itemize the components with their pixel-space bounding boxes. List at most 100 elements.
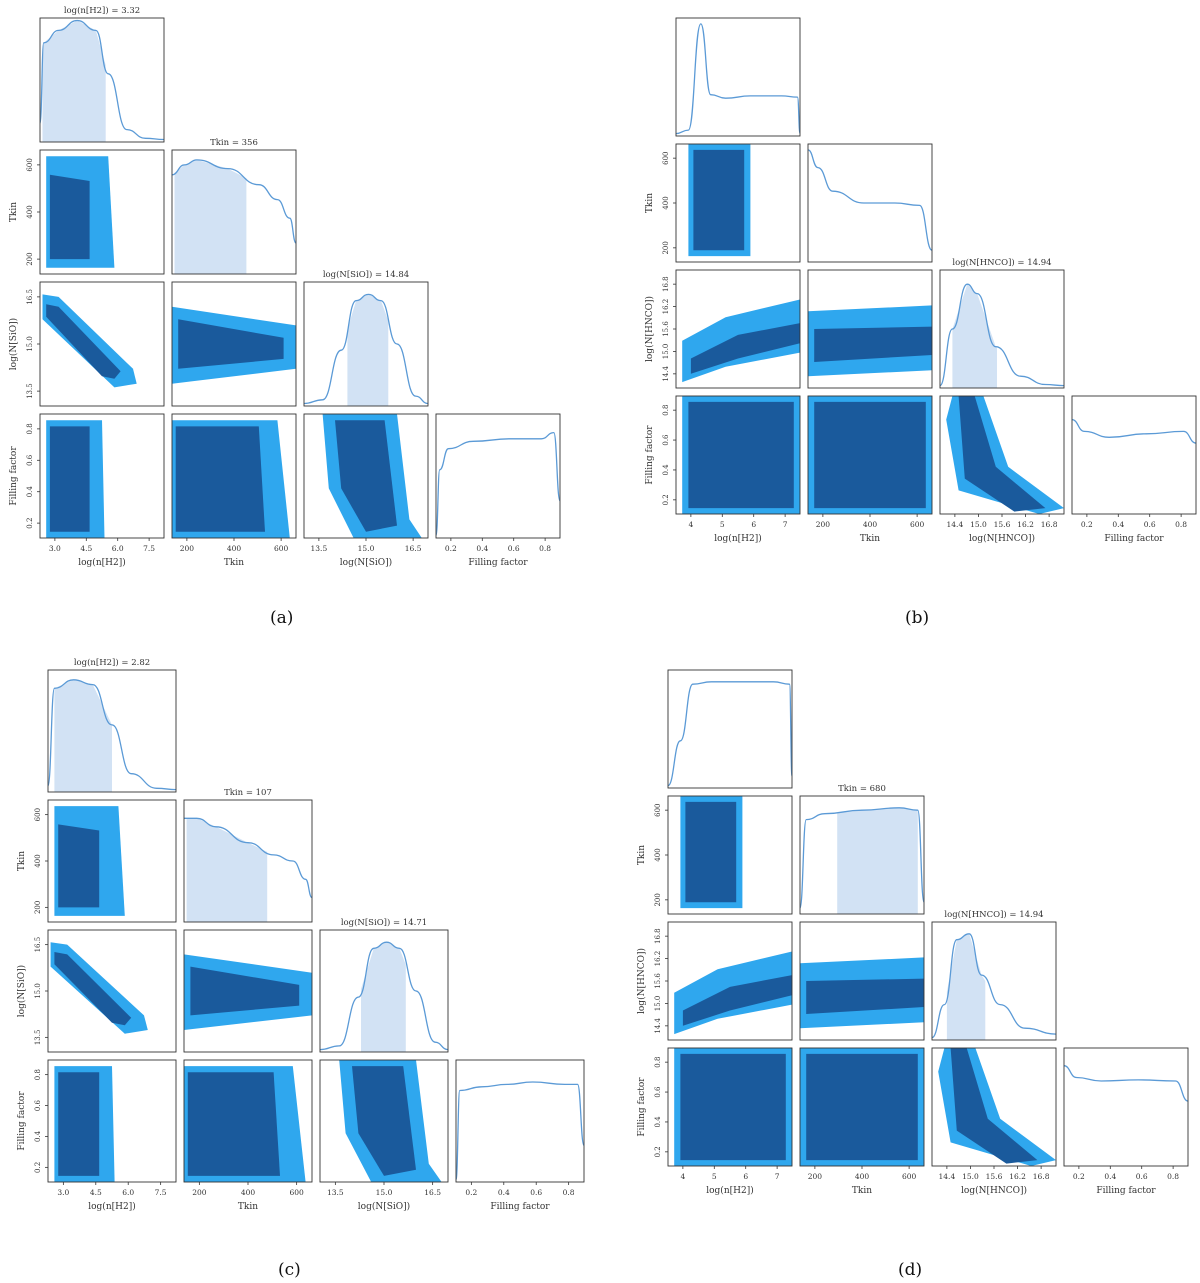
y-tick-label: 0.8 (34, 1069, 42, 1080)
x-tick-label: 4 (680, 1172, 685, 1181)
x-axis-label: log(n[H2]) (706, 1185, 753, 1196)
y-axis-label: log(N[SiO]) (16, 965, 27, 1017)
panel-frame (807, 269, 933, 389)
histogram-curve-fillingfactor (1064, 1065, 1188, 1102)
x-tick-label: 200 (180, 544, 195, 553)
panel-title: Tkin = 107 (224, 788, 272, 798)
panel-frame (799, 921, 925, 1041)
y-tick-label: 0.8 (26, 423, 34, 434)
panel-frame (939, 269, 1065, 389)
x-tick-label: 15.6 (994, 520, 1011, 529)
caption-d: (d) (898, 1260, 923, 1280)
density-inner-contour (46, 304, 121, 379)
x-axis-label: log(N[HNCO]) (961, 1185, 1027, 1196)
density-inner-contour (352, 1066, 416, 1176)
panel-d-2-2: log(N[HNCO]) = 14.94 (931, 909, 1057, 1041)
density-inner-contour (58, 824, 100, 908)
x-tick-label: 0.8 (1167, 1172, 1179, 1181)
x-tick-label: 600 (289, 1188, 304, 1197)
x-tick-label: 15.0 (970, 520, 987, 529)
histogram-curve-lognsio (320, 941, 448, 1051)
x-tick-label: 15.6 (986, 1172, 1003, 1181)
panel-a-3-3: 0.2 0.4 0.6 0.8 Filling factor (435, 413, 561, 568)
panel-frame (667, 1047, 793, 1167)
histogram-curve-lognsio (304, 293, 428, 405)
histogram-curve-lognh (668, 681, 792, 787)
y-tick-label: 0.2 (662, 494, 670, 505)
panel-b-3-2: 14.4 15.0 15.6 16.2 16.8 log(N[HNCO]) (939, 395, 1065, 544)
panel-frame (931, 921, 1057, 1041)
x-axis-label: log(N[SiO]) (340, 557, 392, 568)
panel-a-1-0: 600 400 200 Tkin (9, 149, 165, 275)
panel-a-2-2: log(N[SiO]) = 14.84 (303, 269, 429, 407)
x-tick-label: 0.4 (498, 1188, 510, 1197)
histogram-curve-lognh (48, 679, 176, 791)
panel-frame (435, 413, 561, 539)
x-tick-label: 400 (855, 1172, 870, 1181)
x-tick-label: 0.8 (539, 544, 551, 553)
panel-c-2-1 (183, 929, 313, 1053)
y-tick-label: 16.8 (662, 276, 670, 292)
panel-d-2-1 (799, 921, 925, 1041)
panel-a-2-1 (171, 281, 297, 407)
density-inner-contour (54, 952, 132, 1026)
x-tick-label: 5 (712, 1172, 717, 1181)
x-tick-label: 3.0 (57, 1188, 69, 1197)
x-tick-label: 15.0 (358, 544, 375, 553)
panel-frame (303, 281, 429, 407)
y-tick-label: 400 (662, 196, 670, 209)
density-inner-contour (49, 426, 90, 532)
x-tick-label: 5 (720, 520, 725, 529)
panel-frame (171, 149, 297, 275)
x-tick-label: 0.2 (1081, 520, 1093, 529)
y-tick-label: 0.6 (34, 1099, 42, 1111)
x-tick-label: 600 (910, 520, 925, 529)
panel-d-3-3: 0.2 0.4 0.6 0.8 Filling factor (1063, 1047, 1189, 1196)
panel-frame (675, 395, 801, 515)
density-inner-contour (690, 323, 800, 374)
y-tick-label: 14.4 (662, 366, 670, 382)
panel-title: Tkin = 356 (210, 138, 258, 148)
y-axis-label: Filling factor (17, 1091, 27, 1151)
x-axis-label: log(n[H2]) (714, 533, 761, 544)
x-tick-label: 16.5 (405, 544, 422, 553)
density-inner-contour (814, 401, 926, 509)
x-tick-label: 16.2 (1017, 520, 1034, 529)
density-inner-contour (688, 401, 794, 509)
y-tick-label: 15.0 (34, 983, 42, 999)
x-tick-label: 16.5 (424, 1188, 441, 1197)
density-inner-contour (685, 801, 737, 903)
x-tick-label: 400 (227, 544, 242, 553)
x-axis-label: log(N[HNCO]) (969, 533, 1035, 544)
x-tick-label: 14.4 (939, 1172, 956, 1181)
y-tick-label: 0.4 (654, 1116, 662, 1128)
y-tick-label: 0.6 (26, 454, 34, 466)
y-tick-label: 15.0 (654, 996, 662, 1012)
y-axis-label: log(N[HNCO]) (644, 296, 655, 362)
credible-interval-band (952, 284, 997, 388)
y-tick-label: 0.2 (654, 1146, 662, 1157)
y-tick-label: 15.0 (26, 336, 34, 352)
y-axis-label: Filling factor (9, 446, 19, 506)
x-tick-label: 600 (902, 1172, 917, 1181)
histogram-curve-lognhnco (932, 933, 1056, 1039)
panel-b-3-0: 4 5 6 7 log(n[H2]) 0.8 0.6 0.4 0.2 Filling factor (645, 395, 801, 544)
x-tick-label: 0.4 (476, 544, 488, 553)
panel-c-1-0: 600 400 200 Tkin (17, 799, 177, 923)
corner-plot-a: log(n[H2]) = 3.32 600 400 200 Tkin Tkin = 356… (8, 5, 561, 568)
y-tick-label: 0.2 (34, 1162, 42, 1173)
panel-b-1-1 (807, 143, 933, 263)
corner-plot-b: 600 400 200 Tkin 16.8 16.2 15.6 15.0 14.4 log(N[H… (644, 17, 1197, 544)
x-tick-label: 0.4 (1112, 520, 1124, 529)
panel-c-0-0: log(n[H2]) = 2.82 (47, 657, 177, 793)
panel-frame (183, 799, 313, 923)
histogram-curve-lognhnco (940, 283, 1064, 387)
x-tick-label: 16.8 (1041, 520, 1058, 529)
x-tick-label: 0.6 (530, 1188, 542, 1197)
x-tick-label: 0.4 (1104, 1172, 1116, 1181)
credible-interval-band (347, 294, 389, 406)
x-tick-label: 13.5 (311, 544, 328, 553)
panel-c-3-2: 13.5 15.0 16.5 log(N[SiO]) (319, 1059, 449, 1212)
panel-frame (47, 1059, 177, 1183)
panel-a-2-0: 16.5 15.0 13.5 log(N[SiO]) (8, 281, 165, 407)
